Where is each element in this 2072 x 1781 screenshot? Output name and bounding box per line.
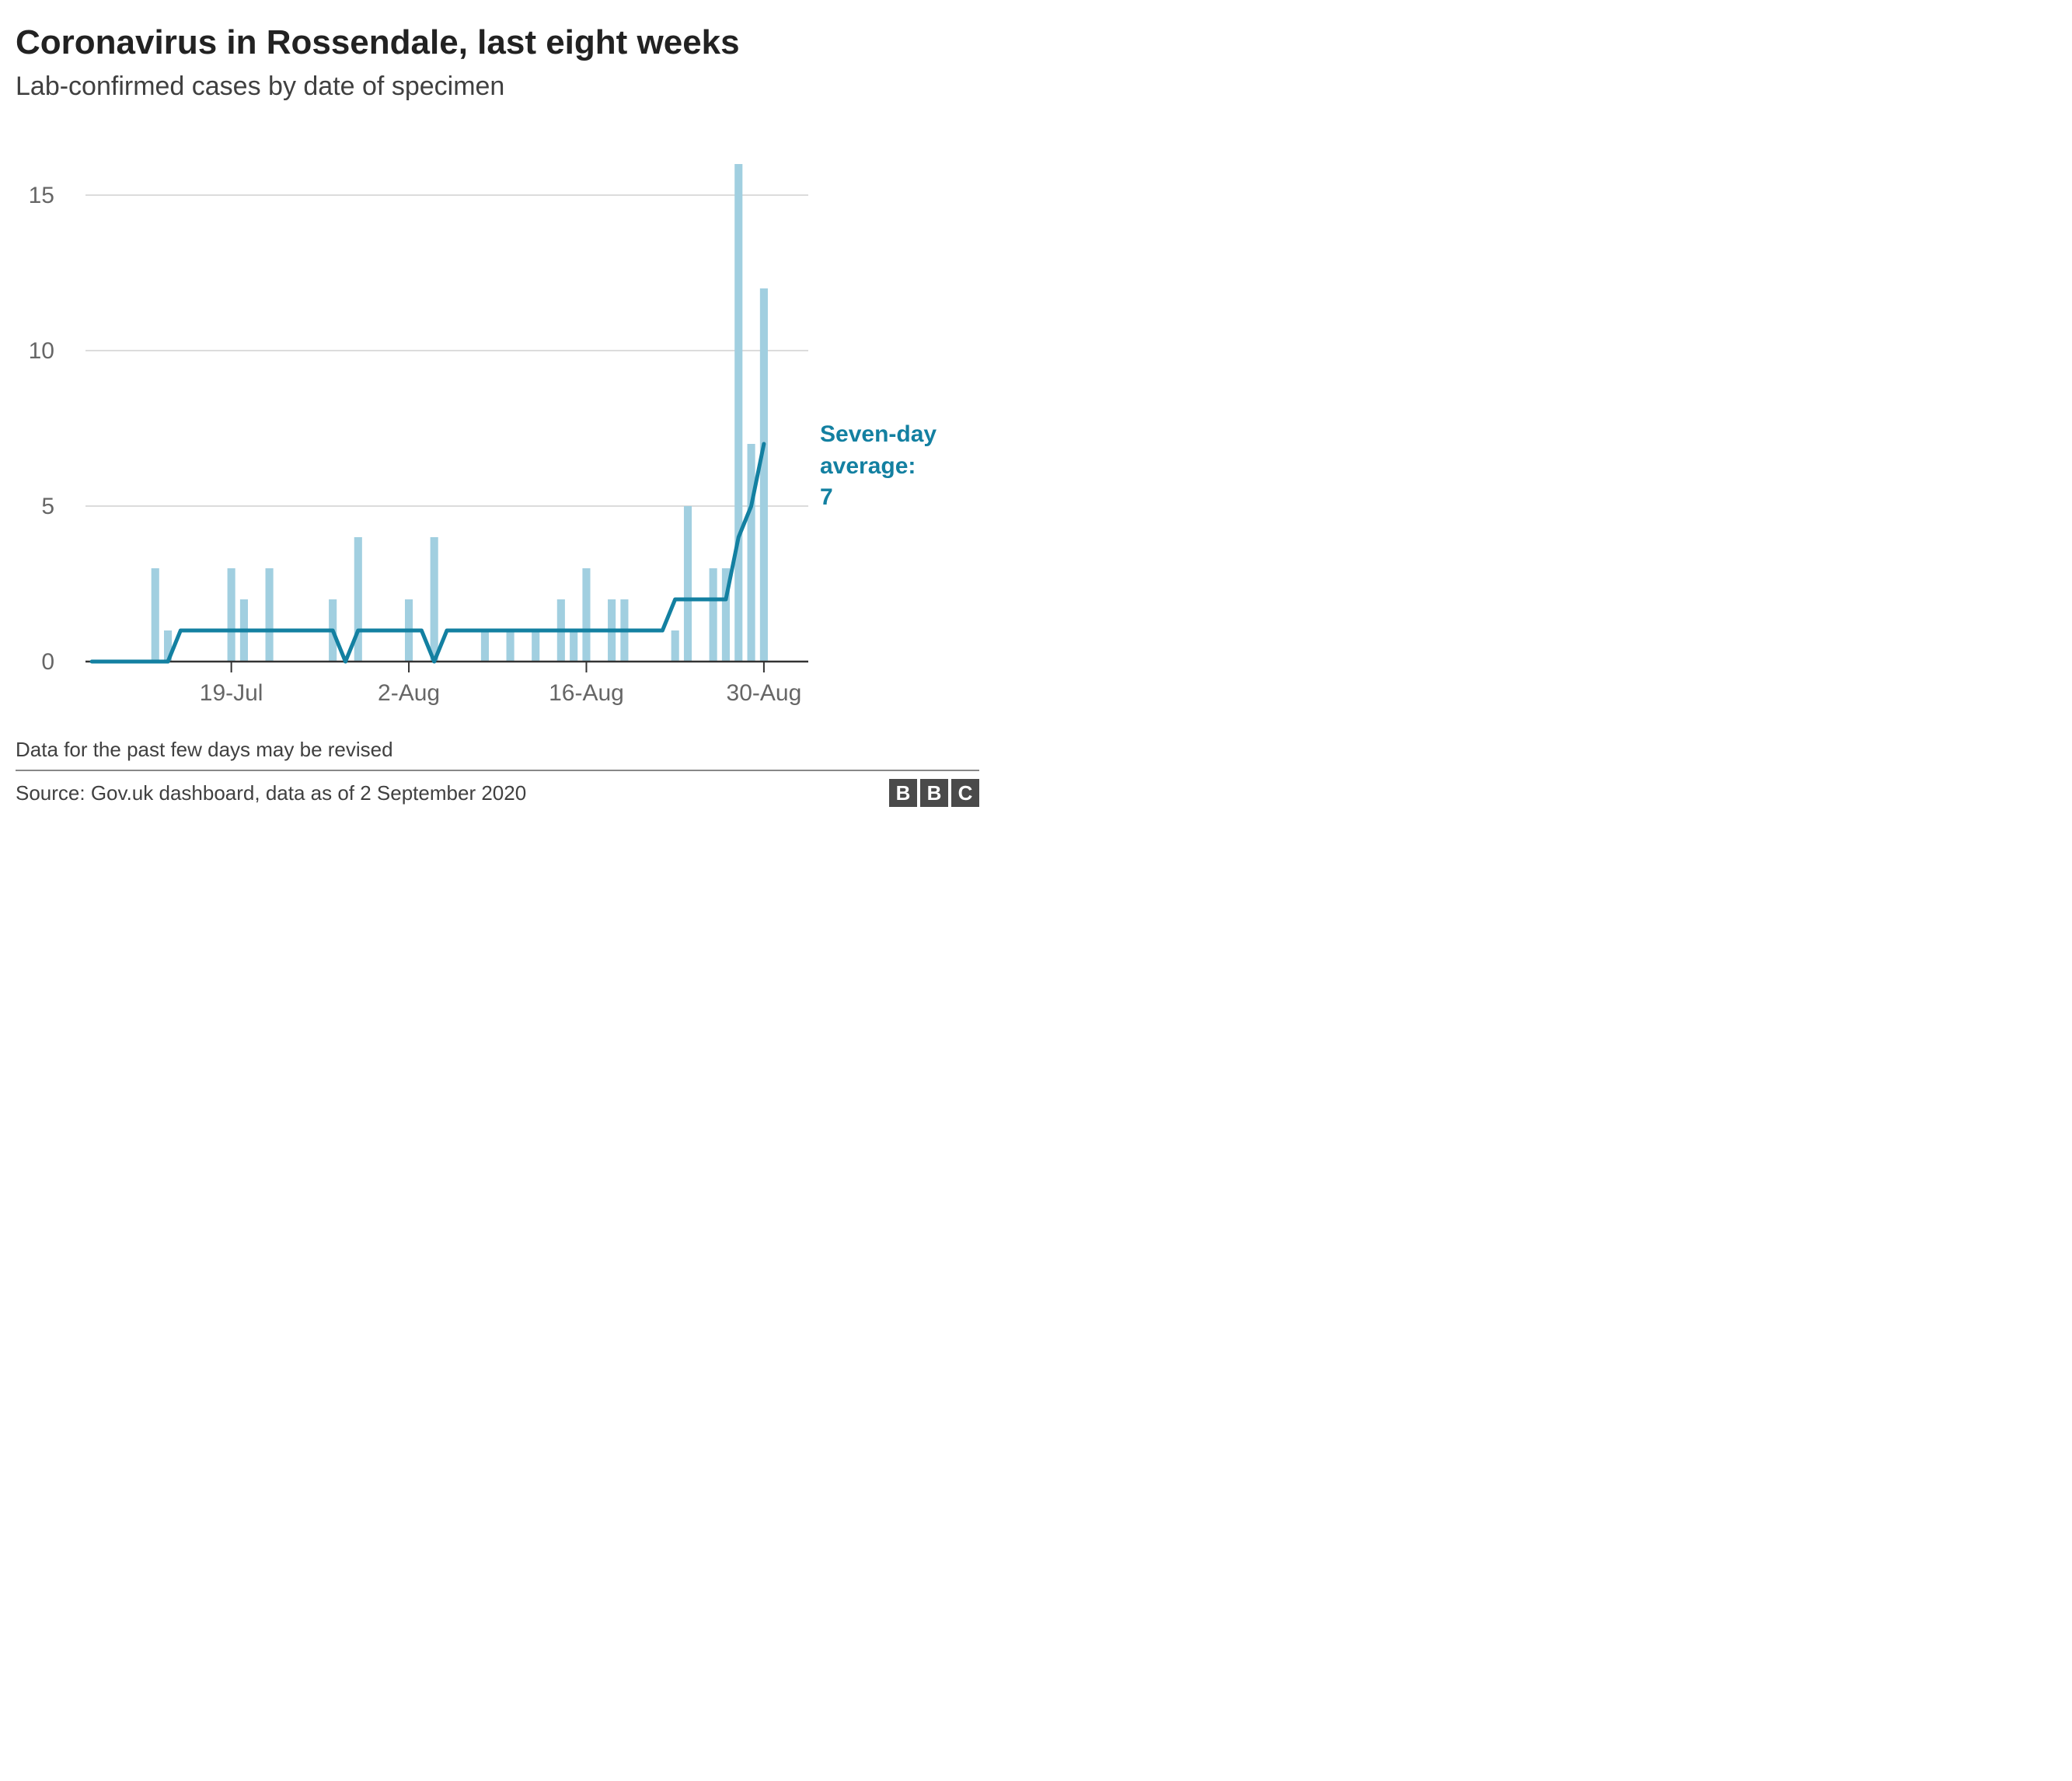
seven-day-average-line <box>92 444 764 662</box>
bbc-logo: B B C <box>889 779 979 807</box>
bbc-logo-b2: B <box>920 779 948 807</box>
bar <box>228 568 235 662</box>
bar <box>582 568 590 662</box>
y-tick-label: 15 <box>29 183 54 208</box>
chart-container: 0 5 10 15 19-Jul 2-Aug 16-Aug 30-Aug Seven-day … <box>16 133 979 724</box>
bar <box>684 506 692 662</box>
bar <box>532 630 539 662</box>
bbc-logo-c: C <box>951 779 979 807</box>
source-text: Source: Gov.uk dashboard, data as of 2 S… <box>16 781 526 805</box>
bar <box>710 568 717 662</box>
line-annotation: Seven-day average: 7 <box>820 419 937 514</box>
bar <box>570 630 577 662</box>
x-tick-label: 19-Jul <box>200 680 263 706</box>
y-tick-label: 0 <box>41 649 54 675</box>
bbc-logo-b1: B <box>889 779 917 807</box>
bar <box>760 288 768 662</box>
bar <box>431 537 438 662</box>
bar <box>354 537 362 662</box>
bar <box>266 568 274 662</box>
chart-subtitle: Lab-confirmed cases by date of specimen <box>16 72 979 102</box>
annotation-line2: average: <box>820 451 937 483</box>
x-tick-label: 30-Aug <box>727 680 802 706</box>
bar <box>748 444 755 662</box>
chart-note: Data for the past few days may be revise… <box>16 738 979 771</box>
chart-title: Coronavirus in Rossendale, last eight we… <box>16 23 979 62</box>
x-tick-label: 16-Aug <box>549 680 624 706</box>
chart-footer: Source: Gov.uk dashboard, data as of 2 S… <box>16 771 979 807</box>
x-tick-label: 2-Aug <box>378 680 440 706</box>
y-tick-label: 10 <box>29 338 54 364</box>
bar <box>152 568 159 662</box>
bar <box>671 630 679 662</box>
bar <box>734 164 742 662</box>
bar <box>507 630 515 662</box>
y-tick-label: 5 <box>41 494 54 519</box>
annotation-line3: 7 <box>820 482 937 514</box>
annotation-line1: Seven-day <box>820 419 937 451</box>
bar <box>481 630 489 662</box>
